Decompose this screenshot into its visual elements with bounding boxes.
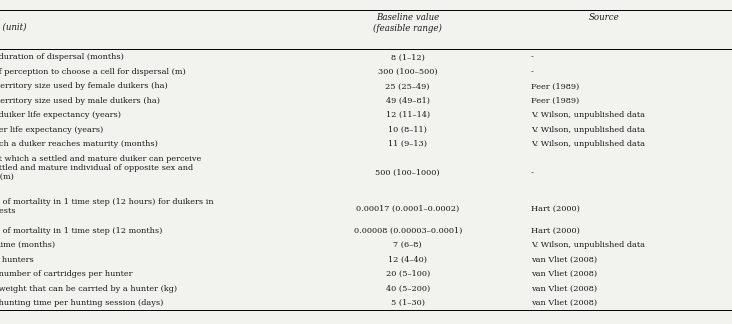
Text: Parameter (unit): Parameter (unit): [0, 23, 27, 32]
Text: Baseline value
(feasible range): Baseline value (feasible range): [373, 13, 442, 32]
Text: 10 (8–11): 10 (8–11): [388, 126, 427, 134]
Text: Mean duiker life expectancy (years): Mean duiker life expectancy (years): [0, 126, 103, 134]
Text: 0.00017 (0.0001–0.0002): 0.00017 (0.0001–0.0002): [356, 205, 460, 213]
Text: Maximum weight that can be carried by a hunter (kg): Maximum weight that can be carried by a …: [0, 285, 176, 293]
Text: -: -: [531, 169, 534, 177]
Text: 25 (25–49): 25 (25–49): [386, 82, 430, 90]
Text: Feer (1989): Feer (1989): [531, 97, 579, 105]
Text: Number of hunters: Number of hunters: [0, 256, 34, 264]
Text: V. Wilson, unpublished data: V. Wilson, unpublished data: [531, 241, 645, 249]
Text: van Vliet (2008): van Vliet (2008): [531, 299, 597, 307]
Text: 12 (11–14): 12 (11–14): [386, 111, 430, 119]
Text: Probability of mortality in 1 time step (12 months): Probability of mortality in 1 time step …: [0, 227, 162, 235]
Text: Maximum duiker life expectancy (years): Maximum duiker life expectancy (years): [0, 111, 121, 119]
Text: 49 (49–81): 49 (49–81): [386, 97, 430, 105]
Text: Minimum territory size used by female duikers (ha): Minimum territory size used by female du…: [0, 82, 168, 90]
Text: Feer (1989): Feer (1989): [531, 82, 579, 90]
Text: Hart (2000): Hart (2000): [531, 227, 580, 235]
Text: -: -: [531, 68, 534, 76]
Text: 5 (1–30): 5 (1–30): [391, 299, 425, 307]
Text: van Vliet (2008): van Vliet (2008): [531, 270, 597, 278]
Text: van Vliet (2008): van Vliet (2008): [531, 256, 597, 264]
Text: 300 (100–500): 300 (100–500): [378, 68, 438, 76]
Text: 7 (6–8): 7 (6–8): [393, 241, 422, 249]
Text: van Vliet (2008): van Vliet (2008): [531, 285, 597, 293]
Text: Distance at which a settled and mature duiker can perceive
another settled and m: Distance at which a settled and mature d…: [0, 155, 201, 181]
Text: 40 (5–200): 40 (5–200): [386, 285, 430, 293]
Text: 12 (4–40): 12 (4–40): [388, 256, 427, 264]
Text: Maximum duration of dispersal (months): Maximum duration of dispersal (months): [0, 53, 124, 62]
Text: 0.00008 (0.00003–0.0001): 0.00008 (0.00003–0.0001): [354, 227, 462, 235]
Text: V. Wilson, unpublished data: V. Wilson, unpublished data: [531, 126, 645, 134]
Text: Age at which a duiker reaches maturity (months): Age at which a duiker reaches maturity (…: [0, 140, 157, 148]
Text: 20 (5–100): 20 (5–100): [386, 270, 430, 278]
Text: Probability of mortality in 1 time step (12 hours) for duikers in
mature forests: Probability of mortality in 1 time step …: [0, 198, 213, 215]
Text: Distance of perception to choose a cell for dispersal (m): Distance of perception to choose a cell …: [0, 68, 185, 76]
Text: Hart (2000): Hart (2000): [531, 205, 580, 213]
Text: Minimum territory size used by male duikers (ha): Minimum territory size used by male duik…: [0, 97, 160, 105]
Text: V. Wilson, unpublished data: V. Wilson, unpublished data: [531, 111, 645, 119]
Text: -: -: [531, 53, 534, 62]
Text: 11 (9–13): 11 (9–13): [388, 140, 427, 148]
Text: Gestation time (months): Gestation time (months): [0, 241, 55, 249]
Text: 8 (1–12): 8 (1–12): [391, 53, 425, 62]
Text: 500 (100–1000): 500 (100–1000): [376, 169, 440, 177]
Text: Source: Source: [589, 13, 619, 22]
Text: V. Wilson, unpublished data: V. Wilson, unpublished data: [531, 140, 645, 148]
Text: Maximum number of cartridges per hunter: Maximum number of cartridges per hunter: [0, 270, 132, 278]
Text: Maximum hunting time per hunting session (days): Maximum hunting time per hunting session…: [0, 299, 163, 307]
